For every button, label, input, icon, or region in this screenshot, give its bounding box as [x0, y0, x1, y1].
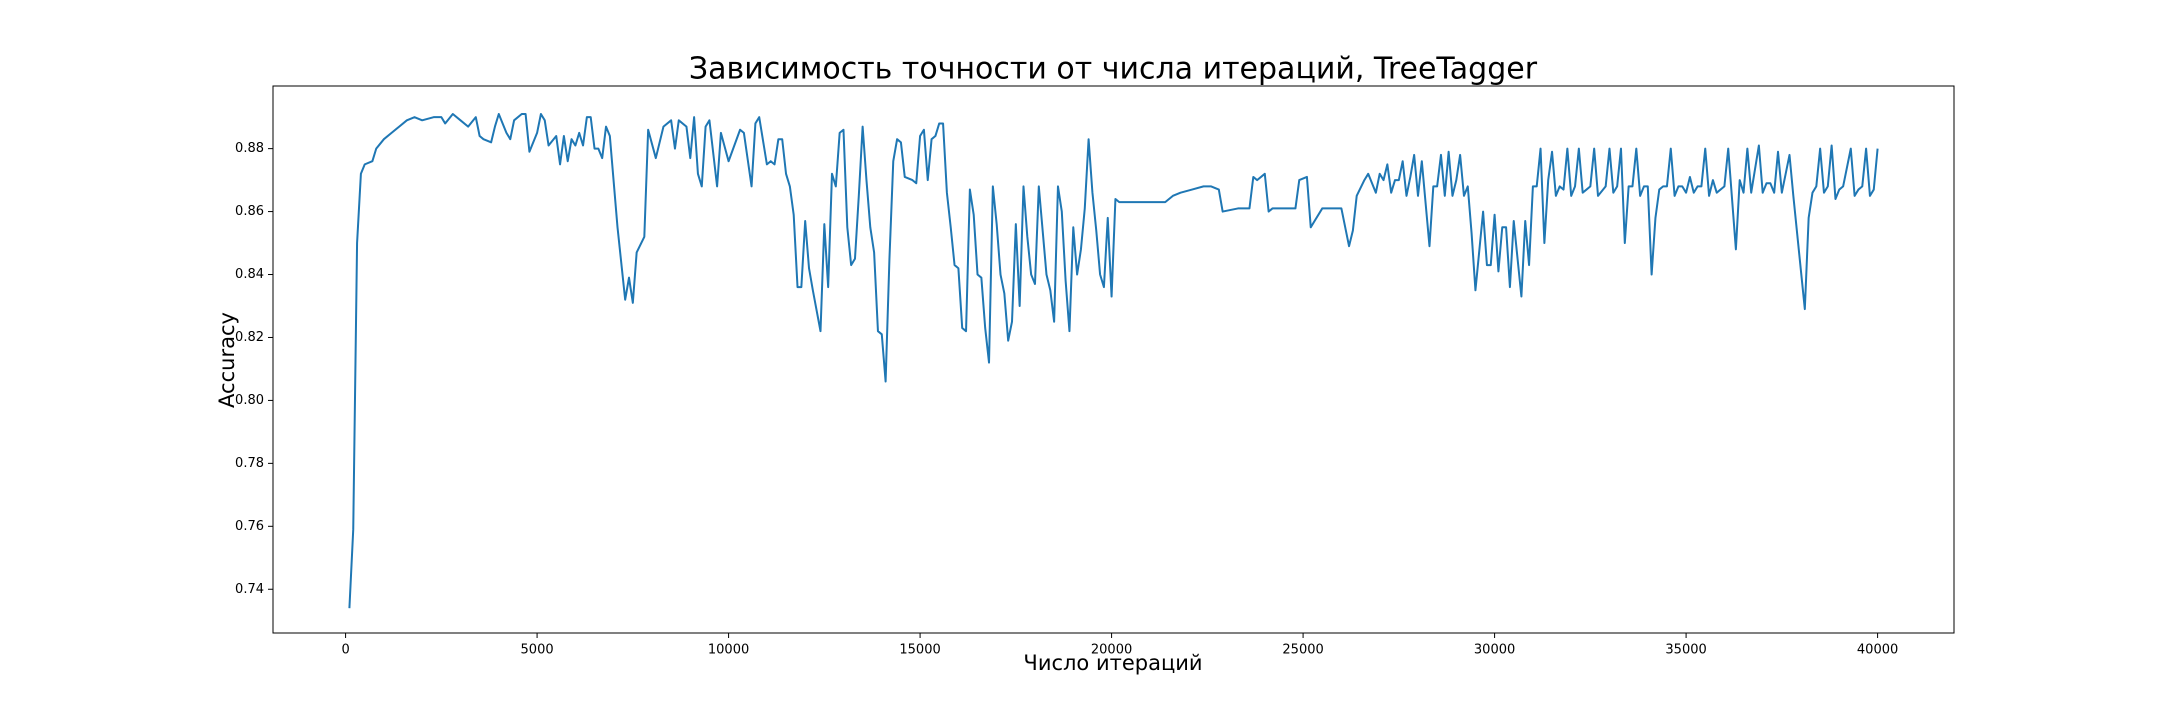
plot-area	[348, 113, 1879, 609]
y-tick-label: 0.84	[235, 267, 264, 282]
x-tick-label: 0	[341, 643, 349, 658]
axes-frame	[272, 85, 1955, 634]
x-tick-label: 35000	[1665, 643, 1706, 658]
chart-title: Зависимость точности от числа итераций, …	[689, 52, 1538, 87]
y-tick-label: 0.88	[235, 141, 264, 156]
x-tick-label: 40000	[1857, 643, 1898, 658]
y-tick-label: 0.82	[235, 330, 264, 345]
x-tick-label: 25000	[1282, 643, 1323, 658]
x-tick-label: 5000	[521, 643, 554, 658]
x-tick-label: 10000	[708, 643, 749, 658]
x-tick-label: 15000	[899, 643, 940, 658]
y-tick-label: 0.78	[235, 456, 264, 471]
y-tick-label: 0.74	[235, 582, 264, 597]
x-tick-label: 20000	[1091, 643, 1132, 658]
x-axis-label: Число итераций	[1023, 651, 1202, 675]
data-line	[348, 113, 1879, 609]
y-axis-label: Accuracy	[215, 312, 239, 408]
x-tick-label: 30000	[1474, 643, 1515, 658]
y-tick-label: 0.86	[235, 204, 264, 219]
y-tick-label: 0.80	[235, 393, 264, 408]
y-tick-label: 0.76	[235, 519, 264, 534]
